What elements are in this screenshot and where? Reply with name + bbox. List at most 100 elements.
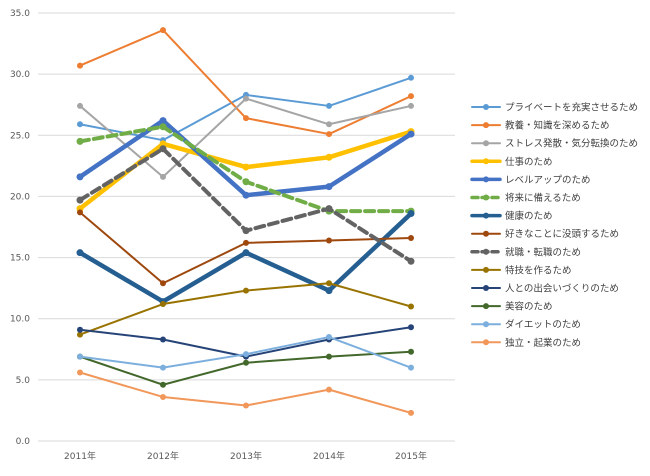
y-tick-label: 20.0 <box>10 192 30 202</box>
data-point <box>77 209 83 216</box>
data-point <box>243 351 249 358</box>
legend-item: 美容のため <box>471 301 553 313</box>
data-point <box>159 140 167 148</box>
data-point <box>160 336 166 343</box>
legend-label: プライベートを充実させるため <box>505 102 638 114</box>
legend-label: 将来に備えるため <box>505 192 581 204</box>
legend-item: ストレス発散・気分転換のため <box>471 138 638 150</box>
legend-label: ダイエットのため <box>505 319 581 331</box>
legend-label: 人との出会いづくりのため <box>505 283 619 295</box>
legend-label: 就職・転職のため <box>505 246 581 258</box>
legend-item: ダイエットのため <box>471 319 581 331</box>
legend-item: 特技を作るため <box>471 264 572 276</box>
data-point <box>160 173 166 180</box>
x-tick-label: 2013年 <box>230 450 262 462</box>
data-point <box>242 227 250 235</box>
y-gridlines <box>38 12 455 442</box>
data-point <box>326 386 332 393</box>
y-tick-label: 25.0 <box>10 131 30 141</box>
data-point <box>408 348 414 355</box>
legend-item: 仕事のため <box>470 156 553 168</box>
legend-marker <box>483 158 489 165</box>
legend-marker <box>483 248 489 255</box>
data-point <box>325 153 333 161</box>
legend: プライベートを充実させるため教養・知識を深めるためストレス発散・気分転換のため仕… <box>470 102 638 349</box>
data-point <box>77 369 83 376</box>
legend-item: 人との出会いづくりのため <box>471 283 619 295</box>
data-point <box>77 353 83 360</box>
data-point <box>77 121 83 128</box>
data-point <box>408 102 414 109</box>
data-point <box>326 131 332 138</box>
series-line <box>79 211 412 285</box>
legend-label: 好きなことに没頭するため <box>505 228 619 240</box>
y-tick-label: 15.0 <box>10 254 30 264</box>
data-point <box>408 364 414 371</box>
data-point <box>326 237 332 244</box>
legend-item: 健康のため <box>470 210 553 222</box>
legend-item: プライベートを充実させるため <box>471 102 638 114</box>
data-point <box>77 326 83 333</box>
x-tick-label: 2012年 <box>147 450 179 462</box>
data-point <box>77 102 83 109</box>
data-point <box>160 280 166 287</box>
legend-marker <box>483 266 489 273</box>
data-point <box>243 402 249 409</box>
data-point <box>159 117 167 125</box>
legend-marker <box>483 122 489 129</box>
legend-item: レベルアップのため <box>470 175 591 186</box>
legend-marker <box>483 285 489 291</box>
data-point <box>408 235 414 242</box>
legend-marker <box>483 176 489 183</box>
data-point <box>159 145 167 153</box>
data-point <box>242 163 250 171</box>
legend-label: 美容のため <box>505 301 553 313</box>
y-tick-label: 5.0 <box>16 376 31 386</box>
y-tick-label: 10.0 <box>10 315 30 325</box>
data-point <box>326 121 332 128</box>
legend-label: 教養・知識を深めるため <box>505 120 610 132</box>
data-point <box>326 102 332 109</box>
data-point <box>408 93 414 100</box>
data-point <box>407 130 415 138</box>
data-point <box>243 115 249 122</box>
legend-item: 教養・知識を深めるため <box>471 120 610 132</box>
series-group <box>76 27 415 416</box>
y-tick-label: 35.0 <box>10 9 30 19</box>
legend-item: 就職・転職のため <box>470 246 581 258</box>
x-tick-label: 2015年 <box>395 450 427 462</box>
legend-marker <box>483 104 489 110</box>
legend-marker <box>483 194 489 201</box>
data-point <box>160 27 166 34</box>
data-point <box>408 409 414 416</box>
data-point <box>408 324 414 331</box>
data-point <box>76 249 84 257</box>
x-tick-label: 2014年 <box>313 450 345 462</box>
data-point <box>243 359 249 366</box>
data-point <box>160 381 166 388</box>
data-point <box>243 239 249 246</box>
data-point <box>326 353 332 360</box>
data-point <box>242 249 250 257</box>
data-point <box>408 74 414 81</box>
data-point <box>77 331 83 338</box>
legend-item: 将来に備えるため <box>470 192 581 204</box>
legend-label: 健康のため <box>505 210 553 222</box>
data-point <box>407 210 415 218</box>
legend-item: 独立・起業のため <box>471 337 581 349</box>
data-point <box>408 303 414 310</box>
data-point <box>242 191 250 199</box>
data-point <box>407 257 415 265</box>
legend-label: 独立・起業のため <box>505 337 581 349</box>
data-point <box>76 137 84 145</box>
data-point <box>160 364 166 371</box>
data-point <box>243 95 249 102</box>
data-point <box>77 62 83 69</box>
data-point <box>243 287 249 294</box>
legend-marker <box>483 140 489 147</box>
legend-marker <box>483 339 489 346</box>
legend-marker <box>483 303 489 310</box>
y-tick-label: 0.0 <box>16 437 31 447</box>
